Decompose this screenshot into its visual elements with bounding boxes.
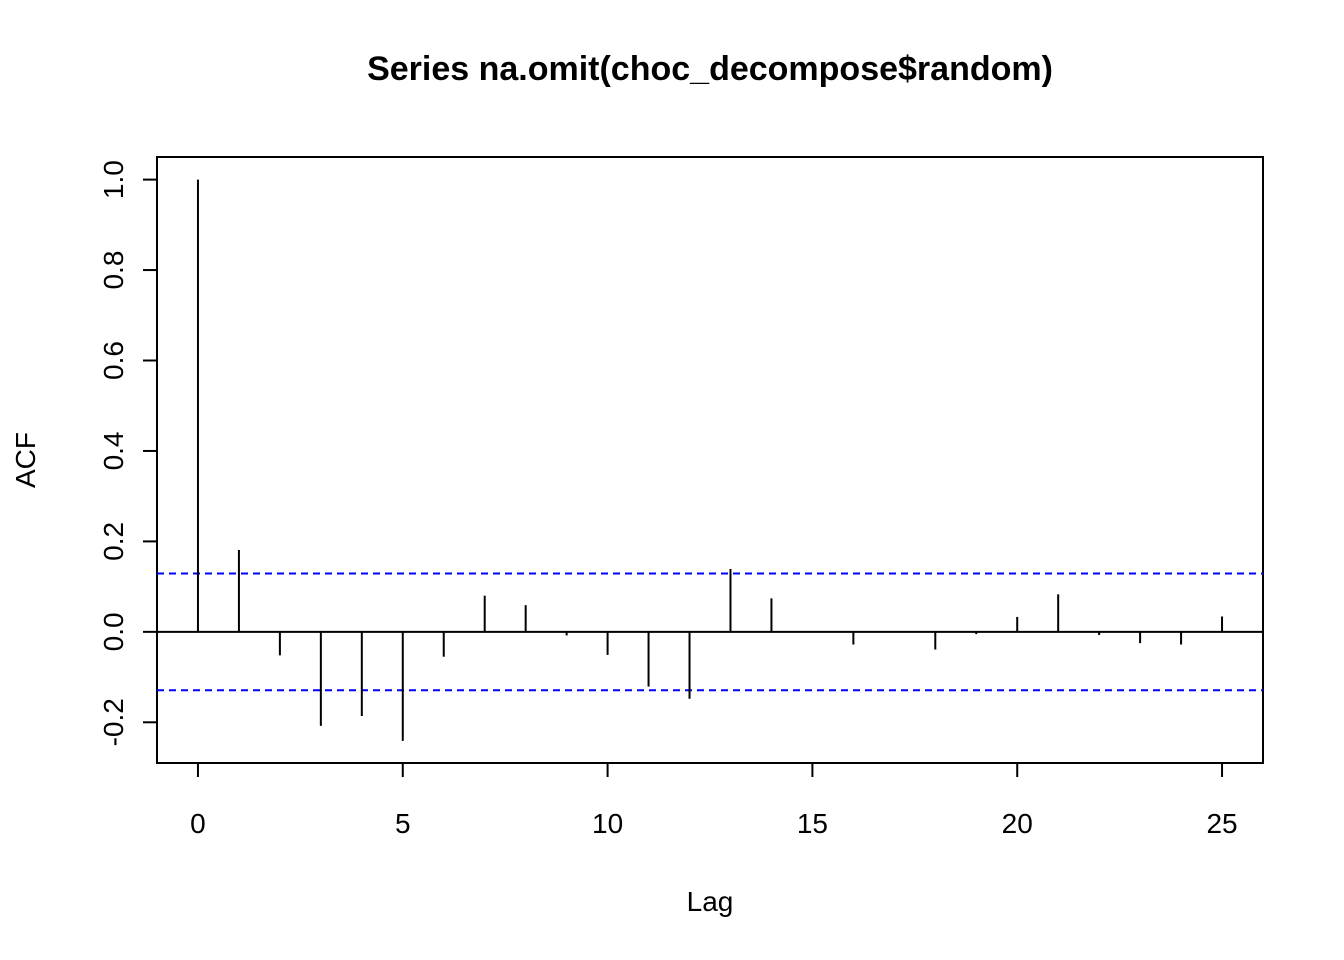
confidence-bands [157, 572, 1263, 692]
y-axis-label: ACF [10, 432, 41, 488]
y-tick-label: -0.2 [98, 698, 129, 746]
y-tick-label: 0.0 [98, 612, 129, 651]
x-tick-label: 15 [797, 808, 828, 839]
y-axis: -0.2 0.0 0.2 0.4 0.6 0.8 1.0 [98, 160, 158, 746]
y-tick-label: 0.6 [98, 341, 129, 380]
y-tick-label: 0.4 [98, 431, 129, 470]
y-tick-label: 1.0 [98, 160, 129, 199]
plot-frame [156, 156, 1264, 764]
x-tick-label: 5 [395, 808, 411, 839]
x-axis-label: Lag [687, 886, 734, 917]
y-tick-label: 0.8 [98, 251, 129, 290]
x-tick-label: 25 [1206, 808, 1237, 839]
x-tick-label: 0 [190, 808, 206, 839]
x-tick-label: 10 [592, 808, 623, 839]
y-tick-label: 0.2 [98, 522, 129, 561]
x-axis: 0 5 10 15 20 25 [190, 762, 1238, 839]
chart-title: Series na.omit(choc_decompose$random) [367, 50, 1053, 88]
x-tick-label: 20 [1002, 808, 1033, 839]
acf-bars [196, 179, 1224, 741]
